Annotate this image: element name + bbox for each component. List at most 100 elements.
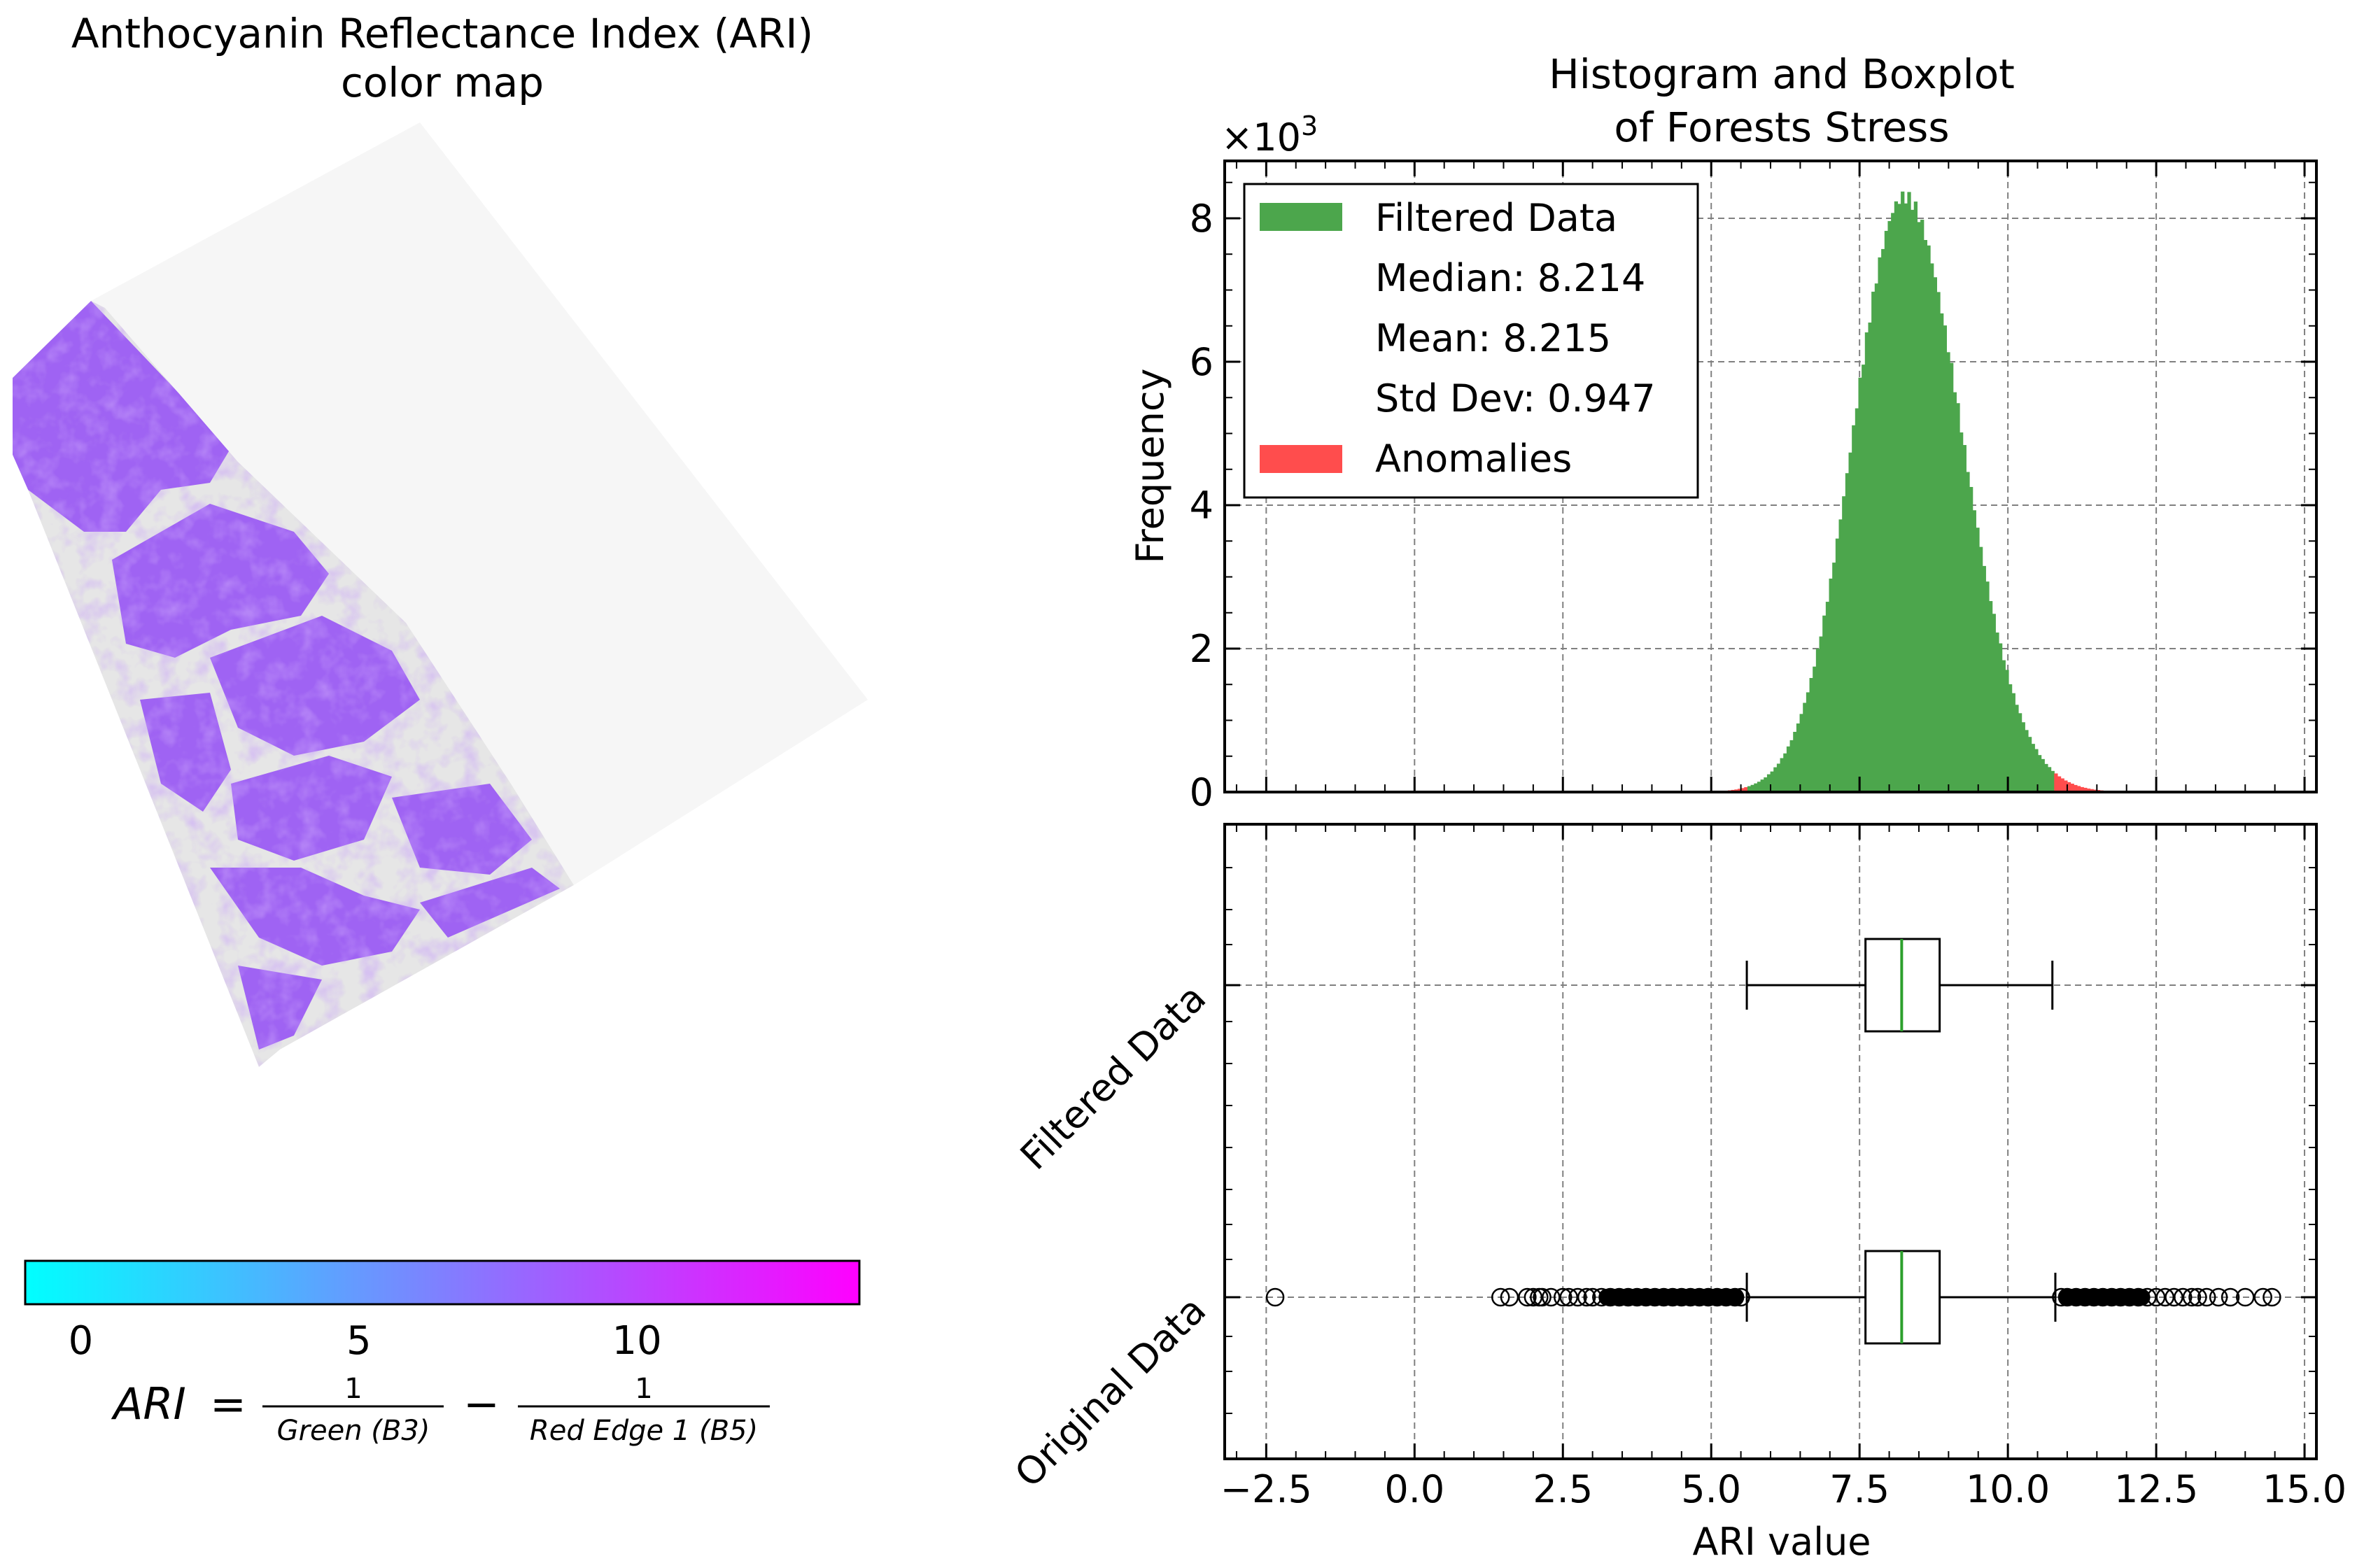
histogram-bar-filtered (1852, 425, 1856, 792)
boxplot-frame (1223, 823, 2318, 1460)
histogram-bar-filtered (1793, 731, 1797, 792)
histogram-bar-filtered (1969, 486, 1973, 792)
box-xtick-label: 15.0 (2263, 1467, 2347, 1511)
histogram-bar-filtered (2041, 758, 2045, 792)
histogram-bar-filtered (1760, 779, 1764, 792)
histogram-bar-filtered (1822, 615, 1827, 792)
histogram-bar-filtered (1976, 528, 1980, 792)
histogram-bar-filtered (1907, 192, 1911, 792)
histogram-bar-anomaly (2057, 776, 2062, 792)
y-multiplier-exp: 3 (1301, 111, 1318, 141)
colorbar (24, 1259, 861, 1306)
histogram-bar-anomaly (2086, 789, 2091, 792)
histogram-bar-filtered (1878, 257, 1882, 793)
histogram-bar-filtered (2015, 705, 2019, 792)
box-outlier-dense-high (2058, 1289, 2151, 1306)
histogram-bar-filtered (1979, 546, 1983, 792)
histogram-bar-filtered (1819, 636, 1823, 792)
histogram-bar-filtered (1809, 677, 1813, 792)
histogram-bar-filtered (1829, 578, 1833, 792)
box-outlier (2188, 1287, 2207, 1307)
histogram-bar-filtered (1881, 248, 1885, 793)
histogram-bar-filtered (1838, 519, 1843, 792)
histogram-bar-filtered (1789, 740, 1794, 792)
box-outlier (1265, 1287, 1285, 1307)
histogram-bar-filtered (2011, 693, 2015, 792)
box-outlier (1500, 1287, 1519, 1307)
formula-num1: 1 (344, 1373, 362, 1405)
box-outlier (2221, 1287, 2240, 1307)
colorbar-tick-label: 10 (612, 1318, 662, 1364)
chart-title-line2: of Forests Stress (1614, 104, 1949, 151)
box-outlier (2165, 1287, 2183, 1307)
colorbar-ticks: 0 5 10 (69, 1318, 662, 1364)
histogram-bar-filtered (1995, 633, 1999, 792)
histogram-bar-filtered (1799, 714, 1803, 792)
histogram-bar-filtered (1862, 365, 1866, 792)
map-title-line1: Anthocyanin Reflectance Index (ARI) (71, 10, 813, 57)
map-title-line2: color map (341, 59, 544, 106)
histogram-bar-filtered (1842, 496, 1846, 792)
formula-minus: − (463, 1378, 500, 1429)
hist-ytick-label: 6 (1190, 340, 1213, 384)
formula-equals: = (210, 1378, 246, 1429)
box-outlier (2253, 1287, 2272, 1307)
histogram-bar-filtered (1930, 263, 1934, 793)
histogram-bar-filtered (1848, 452, 1852, 792)
histogram-bar-anomaly (2070, 784, 2074, 792)
hist-ytick-label: 0 (1190, 770, 1213, 814)
box-outlier (1491, 1287, 1510, 1307)
histogram-bar-filtered (1884, 230, 1889, 792)
legend: Filtered Data Median: 8.214 Mean: 8.215 … (1243, 183, 1699, 499)
histogram-bar-filtered (1832, 563, 1836, 792)
histogram-bar-filtered (2021, 722, 2025, 792)
histogram-bar-filtered (1796, 723, 1801, 792)
box-outlier (2236, 1287, 2255, 1307)
histogram-bar-filtered (2031, 744, 2035, 792)
histogram-bar-filtered (2034, 749, 2039, 792)
box-xtick-label: 12.5 (2114, 1467, 2198, 1511)
histogram-bar-anomaly (2080, 786, 2084, 792)
histogram-bar-filtered (1946, 352, 1950, 792)
histogram-bar-filtered (2025, 730, 2029, 792)
hist-ytick-label: 8 (1190, 197, 1213, 241)
histogram-bar-filtered (1985, 581, 1990, 792)
histogram-bar-filtered (1815, 649, 1820, 792)
box-outlier (2197, 1287, 2216, 1307)
box-outlier (2182, 1287, 2202, 1307)
box-outlier (2209, 1287, 2228, 1307)
histogram-bar-filtered (1943, 325, 1947, 792)
box-outlier (2155, 1287, 2175, 1307)
right-panel: Histogram and Boxplot of Forests Stress … (1006, 50, 2347, 1564)
histogram-bar-filtered (1936, 292, 1941, 792)
histogram-bar-filtered (1904, 203, 1908, 792)
histogram-bar-anomaly (2060, 778, 2064, 792)
histogram-bar-filtered (2047, 767, 2052, 792)
hist-ytick-label: 2 (1190, 627, 1213, 671)
x-axis-label: ARI value (1692, 1520, 1871, 1564)
histogram-bar-filtered (1757, 782, 1761, 792)
histogram-bar-filtered (2008, 684, 2013, 792)
histogram-bar-filtered (1864, 332, 1869, 792)
y-multiplier-base: ×10 (1221, 115, 1301, 160)
histogram-bar-filtered (1825, 602, 1830, 792)
legend-swatch-filtered (1260, 203, 1342, 231)
box-xtick-label: 0.0 (1384, 1467, 1444, 1511)
histogram-bar-filtered (1747, 786, 1752, 792)
box-xtick-label: 7.5 (1829, 1467, 1890, 1511)
legend-swatch-anomalies (1260, 445, 1342, 473)
histogram-bar-filtered (1868, 322, 1872, 792)
chart-title-line1: Histogram and Boxplot (1549, 50, 2015, 98)
left-panel: Anthocyanin Reflectance Index (ARI) colo… (13, 10, 868, 1447)
box-xtick-label: 5.0 (1681, 1467, 1741, 1511)
histogram-bar-anomaly (1744, 787, 1748, 792)
histogram-bar-filtered (1806, 692, 1810, 792)
histogram-bar-anomaly (2067, 782, 2071, 792)
colorbar-tick-label: 0 (69, 1318, 94, 1364)
box-xtick-label: 10.0 (1966, 1467, 2050, 1511)
histogram-bar-filtered (1913, 202, 1918, 792)
histogram-bar-filtered (1894, 201, 1899, 793)
histogram-bar-filtered (1960, 432, 1964, 792)
histogram-bar-filtered (2001, 660, 2006, 792)
histogram-bar-filtered (1770, 771, 1774, 792)
